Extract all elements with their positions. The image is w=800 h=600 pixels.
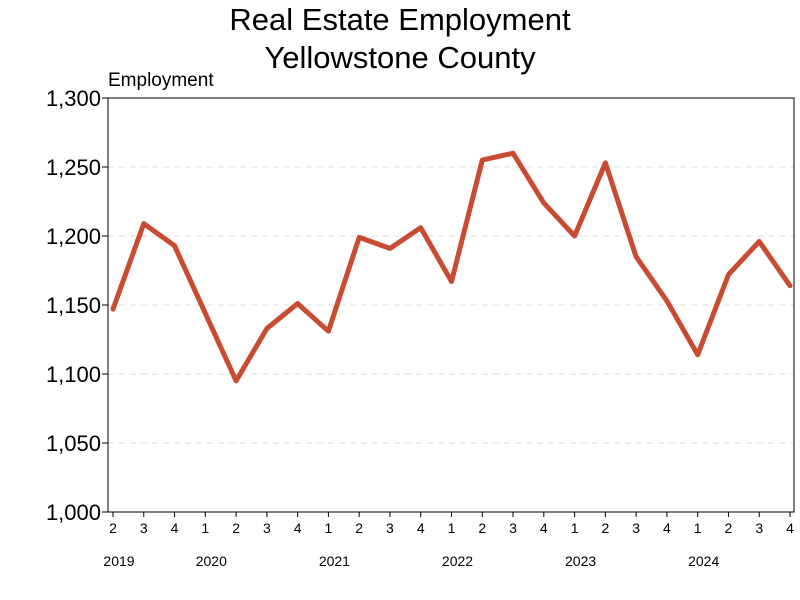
x-tick-label: 2	[478, 520, 486, 536]
x-tick-label: 4	[417, 520, 425, 536]
x-tick-label: 3	[509, 520, 517, 536]
y-axis-ticks: 1,000 1,050 1,100 1,150 1,200 1,250 1,300	[46, 86, 108, 525]
x-year-label: 2021	[319, 553, 350, 569]
x-tick-label: 3	[263, 520, 271, 536]
x-axis-ticks: 2 3 4 1 2 3 4 1 2 3 4 1 2 3 4 1 2 3 4 1 2 3 4	[109, 512, 794, 536]
x-tick-label: 3	[755, 520, 763, 536]
x-tick-label: 1	[325, 520, 333, 536]
x-tick-label: 3	[386, 520, 394, 536]
gridlines	[108, 166, 794, 444]
y-axis-label: Employment	[108, 70, 214, 91]
x-tick-label: 2	[109, 520, 117, 536]
x-tick-label: 1	[694, 520, 702, 536]
x-tick-label: 3	[632, 520, 640, 536]
y-tick-label: 1,000	[46, 500, 101, 525]
x-tick-label: 3	[140, 520, 148, 536]
x-tick-label: 1	[571, 520, 579, 536]
x-axis-years: 2019 2020 2021 2022 2023 2024	[103, 553, 719, 569]
x-tick-label: 2	[601, 520, 609, 536]
chart-title-line-1: Real Estate Employment	[229, 2, 571, 37]
y-tick-label: 1,100	[46, 362, 101, 387]
x-tick-label: 1	[448, 520, 456, 536]
x-tick-label: 4	[663, 520, 671, 536]
x-year-label: 2020	[196, 553, 227, 569]
y-tick-label: 1,050	[46, 431, 101, 456]
y-tick-label: 1,300	[46, 86, 101, 111]
x-year-label: 2019	[103, 553, 134, 569]
x-tick-label: 4	[540, 520, 548, 536]
y-tick-label: 1,200	[46, 224, 101, 249]
x-year-label: 2023	[565, 553, 596, 569]
x-tick-label: 2	[232, 520, 240, 536]
x-tick-label: 4	[171, 520, 179, 536]
series-line	[110, 150, 793, 384]
x-tick-label: 2	[355, 520, 363, 536]
chart-title-line-2: Yellowstone County	[264, 40, 536, 75]
y-tick-label: 1,150	[46, 293, 101, 318]
x-tick-label: 1	[201, 520, 209, 536]
x-tick-label: 2	[725, 520, 733, 536]
x-year-label: 2022	[442, 553, 473, 569]
y-tick-label: 1,250	[46, 155, 101, 180]
x-year-label: 2024	[688, 553, 719, 569]
x-tick-label: 4	[786, 520, 794, 536]
x-tick-label: 4	[294, 520, 302, 536]
series-layer	[110, 150, 793, 384]
